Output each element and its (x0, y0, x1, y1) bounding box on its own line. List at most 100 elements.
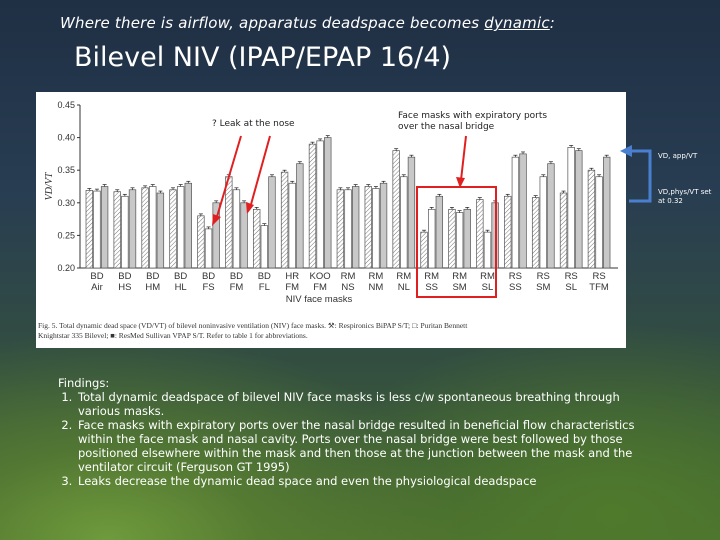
annotation-ports: Face masks with expiratory ports over th… (398, 111, 548, 132)
bar (225, 176, 233, 269)
bar (296, 163, 304, 269)
x-tick-label-line1: RM (452, 271, 467, 282)
bar (344, 189, 352, 269)
findings: Findings: Total dynamic deadspace of bil… (58, 376, 658, 488)
x-tick-label-line2: NL (398, 282, 410, 293)
bar (511, 156, 520, 269)
bar (539, 176, 547, 269)
y-tick-label: 0.35 (57, 165, 75, 175)
x-tick-label-line2: HM (145, 282, 160, 293)
bar (379, 182, 388, 269)
bar (559, 192, 568, 269)
bar (212, 202, 220, 269)
subtitle-before: Where there is airflow, apparatus deadsp… (60, 14, 485, 32)
bar (336, 189, 345, 269)
chart-figure: 0.20 0.25 0.30 0.35 0.40 0.45 VD/VT BD Air BD HS BD… (36, 92, 626, 348)
x-tick-label-line1: RS (592, 271, 605, 282)
bar (232, 189, 241, 269)
bar (448, 208, 456, 269)
x-tick-label-line2: SL (482, 282, 494, 293)
bar (308, 143, 317, 269)
bar (400, 176, 408, 269)
bar (364, 186, 372, 269)
y-axis-label: VD/VT (44, 171, 55, 200)
side-label-app: VD, app/VT (658, 152, 698, 160)
y-tick-label: 0.40 (57, 133, 75, 143)
x-tick-label-line1: RS (537, 271, 550, 282)
x-tick-label-line2: SL (565, 282, 577, 293)
bar (316, 140, 324, 269)
bar (100, 186, 109, 269)
x-tick-label-line2: NS (341, 282, 354, 293)
bar (176, 186, 185, 269)
x-tick-label-line2: FL (259, 282, 270, 293)
x-tick-label-line2: FM (285, 282, 299, 293)
bar (603, 156, 611, 269)
y-tick-label: 0.45 (57, 100, 75, 110)
bar (504, 195, 512, 269)
bar (113, 191, 121, 269)
bar (531, 197, 540, 269)
bar (491, 202, 499, 269)
chart-caption-line1: Fig. 5. Total dynamic dead space (VD/VT)… (38, 321, 468, 330)
x-tick-label-line1: RM (369, 271, 384, 282)
y-tick-label: 0.25 (57, 230, 75, 240)
x-tick-label-line2: FS (202, 282, 214, 293)
bar (575, 150, 583, 269)
bar (268, 176, 276, 269)
bar (407, 156, 416, 269)
x-tick-label-line2: SS (509, 282, 522, 293)
bar (392, 150, 400, 269)
bar (253, 208, 261, 269)
bar (156, 192, 165, 269)
bar (420, 231, 428, 269)
x-tick-label-line2: TFM (589, 282, 609, 293)
annotation-leak: ? Leak at the nose (212, 119, 295, 129)
bar (567, 147, 575, 269)
x-tick-label-line2: HL (175, 282, 187, 293)
finding-item: Face masks with expiratory ports over th… (76, 418, 658, 474)
bar (595, 176, 603, 269)
bar (169, 189, 177, 269)
bar (435, 195, 444, 269)
x-tick-label-line2: FM (313, 282, 327, 293)
y-tick-label: 0.20 (57, 263, 75, 273)
x-tick-label-line1: BD (258, 271, 271, 282)
bar (149, 186, 157, 269)
finding-item: Leaks decrease the dynamic dead space an… (76, 474, 658, 488)
x-tick-label-line1: RM (424, 271, 439, 282)
chart-caption-line2: Knightstar 335 Bilevel; ■: ResMed Sulliv… (38, 331, 308, 340)
x-tick-label-line1: BD (118, 271, 131, 282)
bar (128, 189, 137, 269)
bar (351, 186, 360, 269)
x-tick-label-line1: BD (230, 271, 243, 282)
x-tick-label-line1: RM (396, 271, 411, 282)
x-tick-label-line1: BD (202, 271, 215, 282)
bar (240, 202, 248, 269)
bar (288, 182, 296, 269)
x-tick-label-line1: KOO (310, 271, 331, 282)
x-tick-label-line1: BD (146, 271, 159, 282)
x-axis-label: NIV face masks (286, 294, 353, 305)
subtitle-top: Where there is airflow, apparatus deadsp… (60, 14, 555, 32)
x-tick-label-line2: SM (536, 282, 550, 293)
x-tick-label-line1: BD (174, 271, 187, 282)
bar (463, 208, 471, 269)
x-tick-label-line2: HS (118, 282, 131, 293)
x-tick-label-line2: Air (91, 282, 103, 293)
bar (519, 153, 527, 269)
x-tick-label-line2: NM (369, 282, 384, 293)
bar (121, 195, 129, 269)
findings-heading: Findings: (58, 376, 110, 390)
x-tick-label-line1: RS (509, 271, 522, 282)
x-tick-label-line2: SM (452, 282, 466, 293)
bar (483, 231, 492, 269)
findings-list: Total dynamic deadspace of bilevel NIV f… (58, 390, 658, 488)
y-tick-label: 0.30 (57, 198, 75, 208)
bar (280, 171, 289, 269)
bar (324, 137, 332, 269)
bar (547, 163, 555, 269)
subtitle-underlined: dynamic (484, 14, 550, 32)
bracket-arrow (629, 149, 652, 203)
x-tick-label-line1: RM (480, 271, 495, 282)
